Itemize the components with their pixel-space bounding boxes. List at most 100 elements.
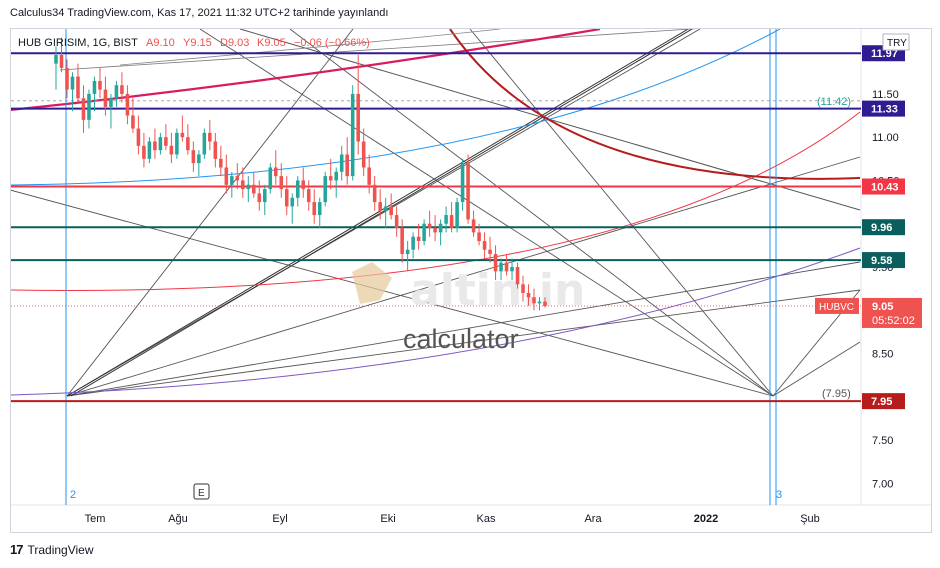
candle: [76, 63, 80, 103]
candle: [295, 176, 300, 207]
watermark-brand: altin.in: [410, 265, 585, 316]
candle: [350, 85, 355, 181]
fan-line-a-0: [66, 29, 354, 397]
fan-line-a-1: [66, 29, 701, 397]
candle: [213, 132, 218, 168]
candle: [482, 232, 487, 259]
level-badge: [862, 393, 905, 410]
candle: [169, 132, 174, 164]
candle: [175, 128, 179, 159]
candle: [438, 219, 443, 246]
candle: [284, 176, 289, 216]
candle: [499, 258, 503, 280]
x-tick-label: Ağu: [168, 513, 188, 525]
candle: [257, 180, 262, 211]
candle: [493, 245, 498, 280]
chart-frame[interactable]: [10, 28, 932, 533]
candle: [400, 219, 404, 263]
level-badge: [862, 219, 905, 236]
candle: [125, 85, 130, 125]
candle: [317, 197, 322, 229]
tradingview-footer[interactable]: 17 TradingView: [10, 542, 94, 557]
candle: [323, 171, 328, 207]
candle: [235, 163, 240, 190]
candle: [510, 258, 514, 280]
candle: [54, 46, 58, 90]
drawing-tools: [11, 29, 861, 505]
candle: [339, 145, 344, 181]
candle: [488, 236, 492, 263]
candle: [142, 132, 146, 168]
candle: [345, 137, 349, 185]
symbol-label: HUB GIRISIM, 1G, BIST: [18, 37, 138, 49]
candle: [312, 189, 317, 224]
candle: [120, 72, 124, 103]
candle: [532, 288, 536, 311]
channel-line-2: [70, 29, 694, 397]
candle: [471, 210, 476, 237]
y-tick-label: 8.50: [872, 349, 893, 361]
candle: [202, 128, 207, 159]
candles: [54, 37, 547, 311]
x-tick-label: Eyl: [272, 513, 287, 525]
candle: [70, 72, 75, 112]
candle: [273, 150, 278, 185]
candle: [268, 163, 273, 194]
countdown-label: 05:52:02: [872, 315, 915, 327]
last-price-badge: [862, 297, 922, 328]
candle: [301, 167, 306, 198]
candle: [504, 254, 509, 276]
candle: [372, 176, 377, 211]
y-tick-label: 11.00: [872, 132, 899, 144]
x-tick-label: Tem: [85, 513, 106, 525]
candle: [444, 206, 448, 233]
price-label-795: (7.95): [822, 388, 851, 400]
watermark-sub: calculator: [403, 324, 519, 354]
last-price-label: 9.05: [872, 301, 893, 313]
candle: [449, 202, 454, 233]
candle: [383, 197, 388, 229]
candle: [65, 59, 69, 99]
candle: [180, 115, 185, 142]
candle: [153, 128, 157, 159]
candle: [328, 158, 333, 190]
candle: [114, 80, 119, 107]
candle: [427, 210, 432, 237]
candle: [411, 232, 415, 259]
candle: [279, 163, 284, 198]
earnings-marker-label: E: [198, 488, 205, 499]
candle: [477, 223, 481, 246]
candle: [521, 275, 525, 302]
candle: [334, 167, 338, 198]
candle: [263, 184, 267, 216]
fan-line-a-4: [66, 289, 861, 397]
fan-line-b-0: [11, 189, 774, 397]
x-tick-label: Şub: [800, 513, 820, 525]
candle: [537, 297, 542, 311]
darkred-arc: [449, 29, 861, 180]
candle: [515, 262, 520, 289]
vertical-marker-label: 2: [70, 489, 76, 501]
y-tick-label: 7.50: [872, 435, 893, 447]
candle: [131, 98, 135, 133]
candle: [92, 76, 97, 112]
candle: [455, 197, 459, 233]
candle: [405, 241, 410, 272]
watermark-logo-icon: [352, 262, 392, 304]
candle: [526, 284, 531, 306]
tradingview-brand: TradingView: [27, 542, 94, 557]
ohlc-value: Y9.15: [183, 37, 212, 49]
fan-line-a-2: [66, 156, 861, 397]
candle: [306, 180, 311, 211]
level-badge: [862, 252, 905, 269]
candle: [208, 119, 212, 151]
candle: [219, 145, 223, 177]
candle: [460, 158, 465, 211]
purple-curve: [11, 247, 861, 396]
watermark: altin.in calculator: [352, 262, 585, 354]
fan-line-b-2: [289, 29, 774, 397]
level-badge-label: 10.43: [871, 182, 899, 194]
candle: [103, 76, 108, 116]
fan-line-b-3: [199, 29, 774, 397]
